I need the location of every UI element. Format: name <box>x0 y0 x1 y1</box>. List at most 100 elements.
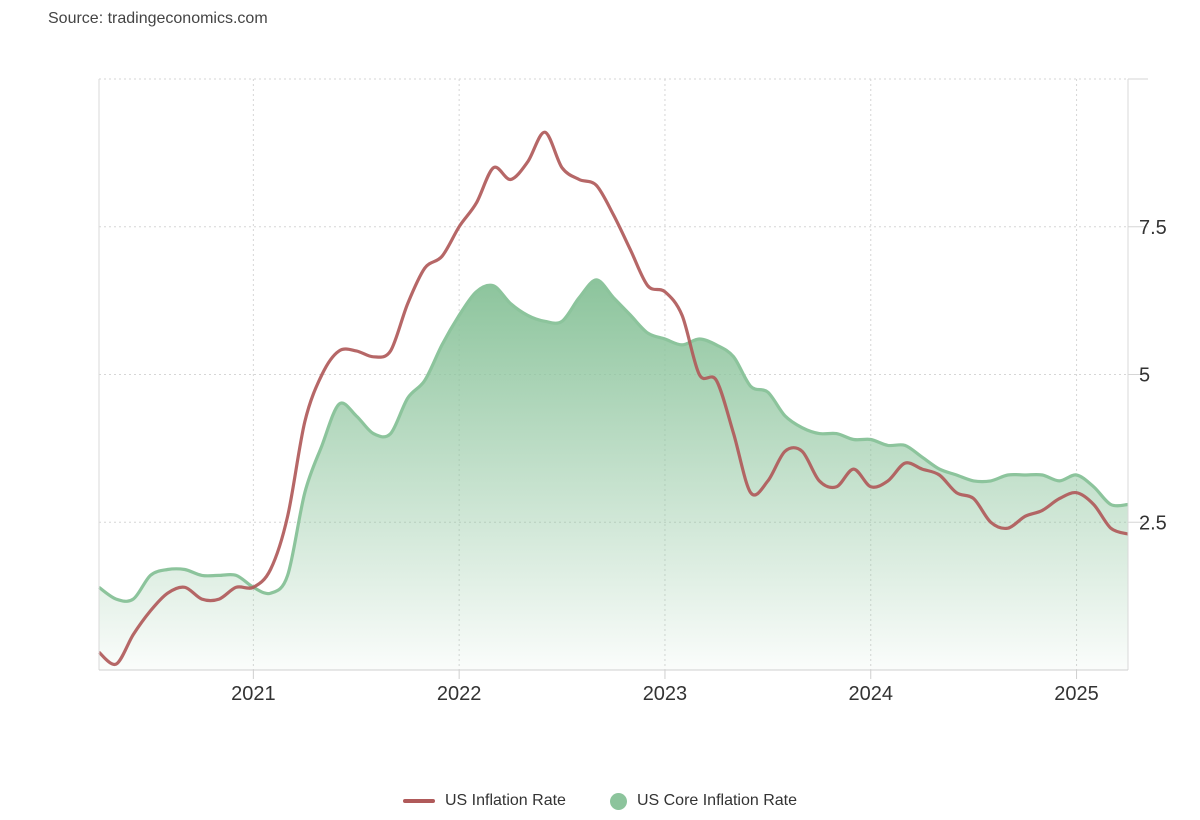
legend-label: US Core Inflation Rate <box>636 792 798 809</box>
x-tick-label: 2023 <box>643 683 688 705</box>
inflation-point <box>971 496 977 502</box>
line-layer <box>97 130 1129 667</box>
core-inflation-point <box>268 590 274 596</box>
inflation-point <box>508 176 514 182</box>
x-tick-label: 2024 <box>849 683 894 705</box>
core-inflation-point <box>182 567 188 573</box>
inflation-point <box>1091 502 1097 508</box>
core-inflation-point <box>851 437 857 443</box>
inflation-point <box>1005 525 1011 531</box>
inflation-point <box>885 478 891 484</box>
core-inflation-point <box>833 431 839 437</box>
core-inflation-area <box>99 279 1128 670</box>
core-inflation-point <box>593 277 599 283</box>
core-inflation-point <box>662 336 668 342</box>
inflation-point <box>936 472 942 478</box>
inflation-point <box>302 419 308 425</box>
inflation-point <box>765 478 771 484</box>
inflation-point <box>628 247 634 253</box>
inflation-point <box>285 513 291 519</box>
core-inflation-point <box>456 312 462 318</box>
core-inflation-point <box>919 454 925 460</box>
inflation-point <box>525 159 531 165</box>
inflation-line <box>97 130 1129 667</box>
inflation-point <box>576 176 582 182</box>
core-inflation-point <box>508 301 514 307</box>
inflation-point <box>799 448 805 454</box>
core-inflation-point <box>542 318 548 324</box>
core-inflation-point <box>765 389 771 395</box>
inflation-point <box>902 460 908 466</box>
core-inflation-point <box>525 312 531 318</box>
legend-item-us-core-inflation-rate[interactable]: US Core Inflation Rate <box>609 792 798 810</box>
inflation-point <box>954 490 960 496</box>
inflation-point <box>662 289 668 295</box>
core-inflation-point <box>336 401 342 407</box>
legend-label: US Inflation Rate <box>444 792 566 809</box>
core-inflation-point <box>199 572 205 578</box>
core-inflation-point <box>1039 472 1045 478</box>
inflation-point <box>1108 525 1114 531</box>
inflation-point <box>988 519 994 525</box>
inflation-point <box>1022 513 1028 519</box>
inflation-point <box>1039 507 1045 513</box>
inflation-point <box>593 182 599 188</box>
core-inflation-point <box>285 572 291 578</box>
inflation-point <box>696 372 702 378</box>
core-inflation-point <box>405 395 411 401</box>
inflation-point <box>370 354 376 360</box>
core-inflation-point <box>731 354 737 360</box>
core-inflation-point <box>113 596 119 602</box>
core-inflation-point <box>936 466 942 472</box>
inflation-point <box>713 377 719 383</box>
core-inflation-point <box>799 425 805 431</box>
inflation-point <box>422 265 428 271</box>
x-tick-label: 2025 <box>1054 683 1099 705</box>
inflation-point <box>679 312 685 318</box>
core-inflation-point <box>696 336 702 342</box>
core-inflation-point <box>319 442 325 448</box>
core-inflation-point <box>868 437 874 443</box>
core-inflation-point <box>1022 472 1028 478</box>
inflation-point <box>182 584 188 590</box>
inflation-point <box>1074 490 1080 496</box>
inflation-point <box>611 212 617 218</box>
core-inflation-point <box>422 377 428 383</box>
inflation-point <box>439 253 445 259</box>
core-inflation-point <box>233 572 239 578</box>
x-tick-label: 2021 <box>231 683 276 705</box>
inflation-point <box>868 484 874 490</box>
core-inflation-point <box>302 490 308 496</box>
inflation-point <box>645 283 651 289</box>
inflation-point <box>1125 531 1131 537</box>
inflation-point <box>250 584 256 590</box>
inflation-point <box>542 129 548 135</box>
inflation-point <box>130 632 136 638</box>
core-inflation-point <box>1005 472 1011 478</box>
legend-line-marker <box>402 799 435 803</box>
inflation-point <box>113 661 119 667</box>
core-inflation-point <box>971 478 977 484</box>
inflation-point <box>216 596 222 602</box>
core-inflation-point <box>559 318 565 324</box>
legend-item-us-inflation-rate[interactable]: US Inflation Rate <box>402 792 566 810</box>
inflation-point <box>490 165 496 171</box>
inflation-point <box>353 348 359 354</box>
core-inflation-point <box>576 295 582 301</box>
core-inflation-point <box>96 584 102 590</box>
y-tick-label: 2.5 <box>1139 512 1167 534</box>
core-inflation-point <box>370 431 376 437</box>
core-inflation-point <box>885 442 891 448</box>
legend: US Inflation Rate US Core Inflation Rate <box>0 792 1200 810</box>
core-inflation-point <box>1056 478 1062 484</box>
inflation-point <box>456 224 462 230</box>
source-label: Source: tradingeconomics.com <box>48 10 268 27</box>
inflation-point <box>319 372 325 378</box>
legend-dot-marker <box>609 792 627 810</box>
inflation-point <box>559 165 565 171</box>
core-inflation-point <box>353 413 359 419</box>
core-inflation-point <box>388 431 394 437</box>
inflation-point <box>851 466 857 472</box>
inflation-point <box>268 567 274 573</box>
inflation-point <box>336 348 342 354</box>
